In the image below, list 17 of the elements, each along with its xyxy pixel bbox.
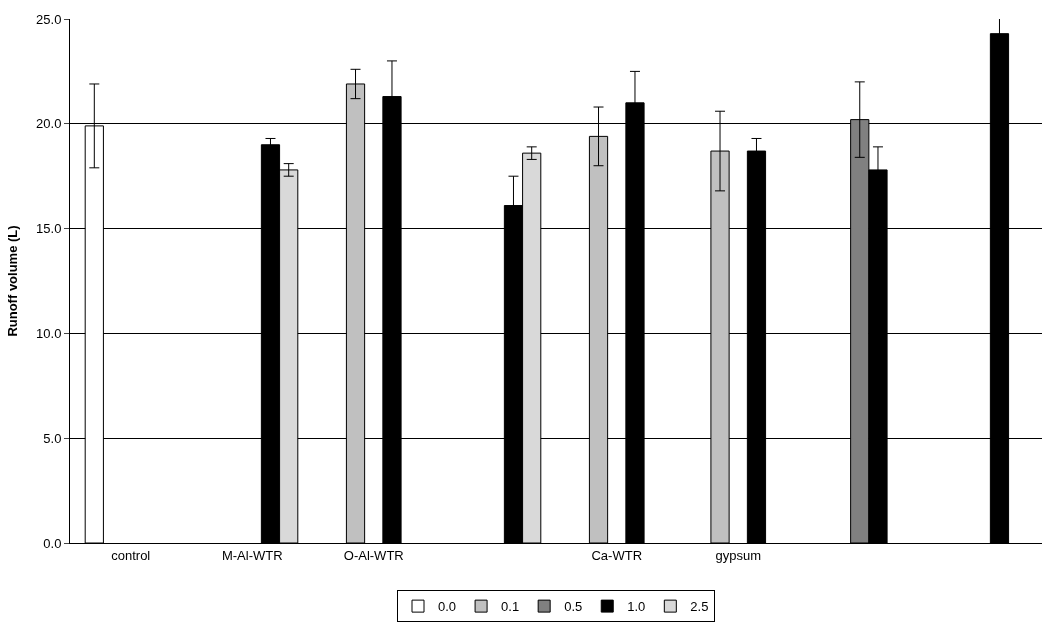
x-tick-label: O-Al-WTR (343, 547, 404, 563)
x-tick-label: Ca-WTR (591, 547, 643, 563)
y-tick-label: 20.0 (36, 116, 62, 132)
y-axis-title: Runoff volume (L) (5, 225, 21, 337)
legend-label: 0.0 (438, 599, 457, 615)
x-tick-label: M-Al-WTR (221, 547, 283, 563)
y-tick-label: 15.0 (36, 221, 62, 237)
y-tick-label: 10.0 (36, 325, 62, 341)
x-tick-label: gypsum (715, 547, 762, 563)
legend-label: 0.5 (564, 599, 583, 615)
y-tick-label: 25.0 (36, 11, 62, 27)
x-tick-label: control (111, 547, 151, 563)
y-tick-label: 5.0 (43, 430, 62, 446)
y-tick-label: 0.0 (43, 535, 62, 551)
legend-label: 1.0 (627, 599, 646, 615)
legend-label: 0.1 (501, 599, 520, 615)
legend-label: 2.5 (690, 599, 709, 615)
